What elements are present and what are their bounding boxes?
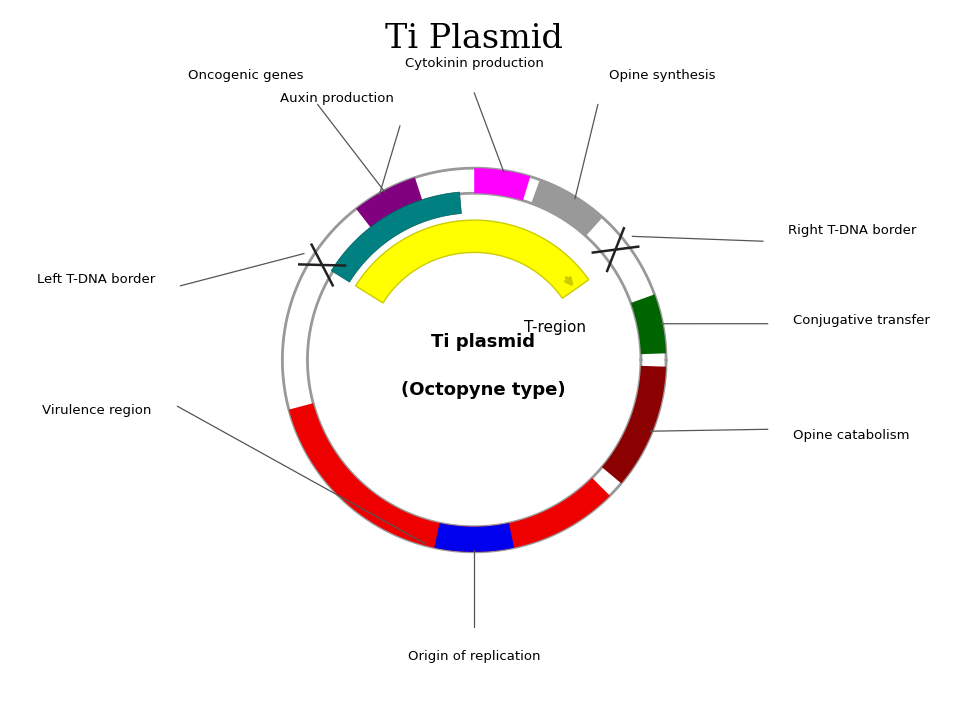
Text: Opine catabolism: Opine catabolism — [793, 429, 910, 442]
Polygon shape — [474, 168, 530, 201]
Text: T-region: T-region — [524, 320, 587, 336]
Text: Auxin production: Auxin production — [279, 92, 394, 105]
Text: Ti Plasmid: Ti Plasmid — [385, 23, 564, 55]
Text: Conjugative transfer: Conjugative transfer — [793, 314, 930, 327]
Text: Right T-DNA border: Right T-DNA border — [788, 225, 917, 238]
Text: Left T-DNA border: Left T-DNA border — [36, 273, 156, 286]
Text: Ti plasmid: Ti plasmid — [431, 333, 535, 351]
Text: Oncogenic genes: Oncogenic genes — [188, 69, 304, 82]
Text: Opine synthesis: Opine synthesis — [609, 69, 715, 82]
Polygon shape — [331, 192, 462, 282]
Polygon shape — [356, 178, 422, 228]
Polygon shape — [355, 220, 588, 303]
Polygon shape — [602, 366, 666, 483]
Polygon shape — [631, 294, 666, 354]
Text: (Octopyne type): (Octopyne type) — [401, 382, 565, 400]
Polygon shape — [289, 403, 610, 552]
Text: Virulence region: Virulence region — [42, 404, 152, 417]
Text: Cytokinin production: Cytokinin production — [405, 57, 543, 70]
Polygon shape — [434, 523, 515, 552]
Polygon shape — [531, 180, 603, 236]
Text: Origin of replication: Origin of replication — [408, 650, 540, 663]
